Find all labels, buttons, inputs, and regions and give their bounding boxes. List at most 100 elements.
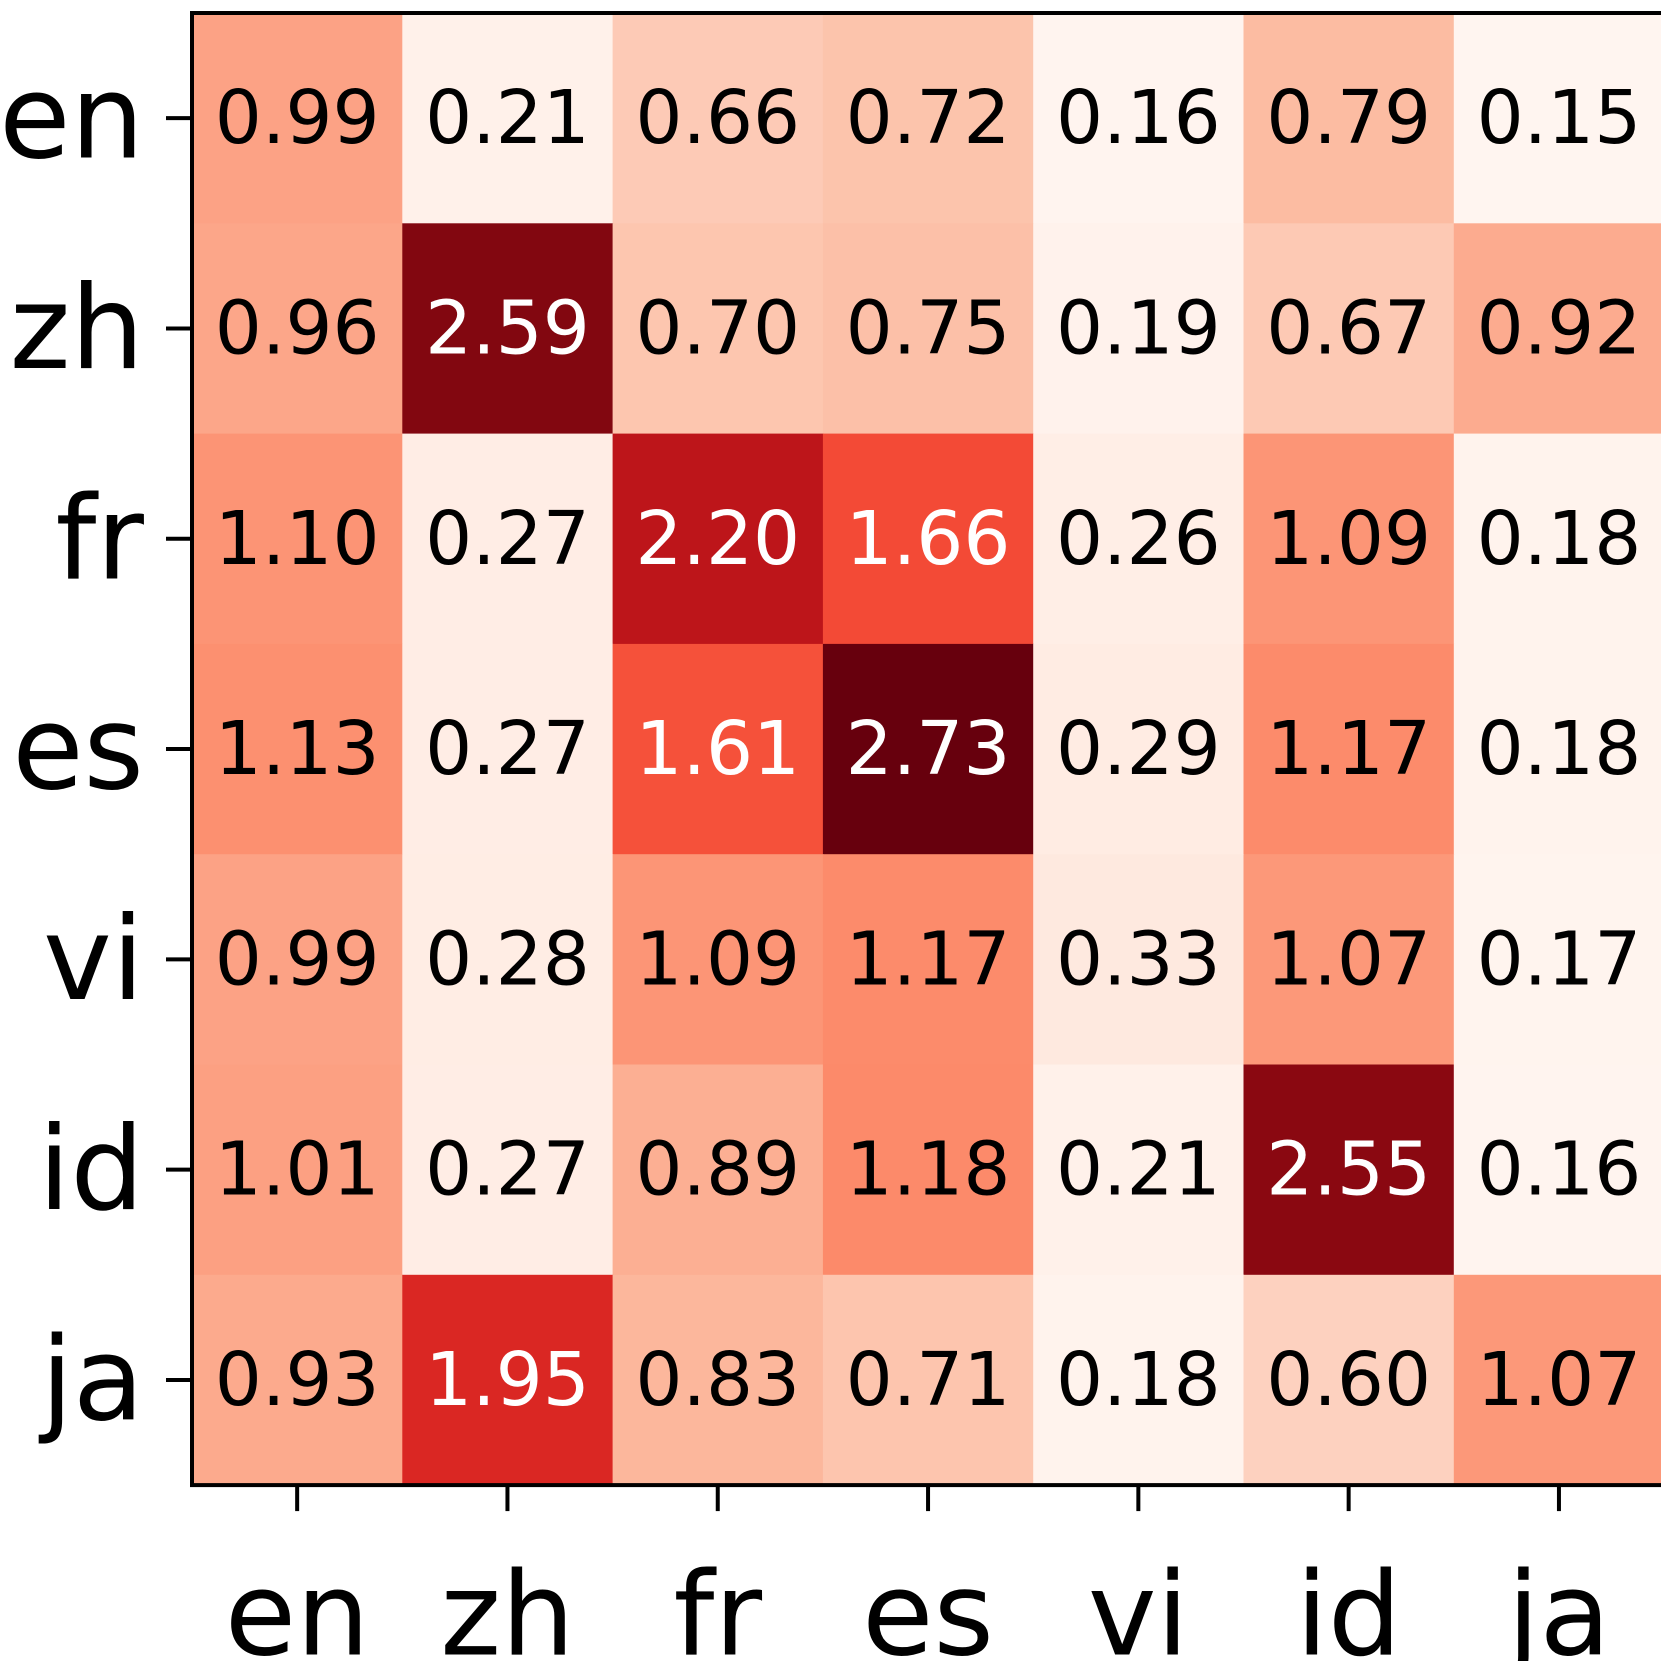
heatmap-cell-vi-zh: [402, 854, 614, 1066]
cell-value-vi-vi: 0.33: [1056, 916, 1221, 1002]
cell-value-es-ja: 0.18: [1477, 706, 1642, 792]
heatmap-cell-en-vi: [1033, 13, 1245, 224]
heatmap-cell-zh-fr: [612, 223, 824, 435]
heatmap-cell-en-id: [1243, 13, 1455, 224]
cell-value-en-zh: 0.21: [425, 75, 590, 161]
heatmap-cell-vi-en: [192, 854, 403, 1066]
heatmap-cell-es-ja: [1453, 643, 1661, 855]
heatmap-cell-ja-fr: [612, 1274, 824, 1486]
y-tick-label-ja: ja: [38, 1312, 144, 1447]
cell-value-en-id: 0.79: [1266, 75, 1431, 161]
cell-value-ja-es: 0.71: [846, 1337, 1011, 1423]
x-tick-label-ja: ja: [1504, 1548, 1610, 1661]
cell-value-id-id: 2.55: [1266, 1127, 1431, 1213]
x-tick-label-fr: fr: [673, 1548, 762, 1661]
cell-value-ja-id: 0.60: [1266, 1337, 1431, 1423]
heatmap-cell-zh-es: [822, 223, 1034, 435]
cell-value-vi-fr: 1.09: [635, 916, 800, 1002]
cell-value-es-fr: 1.61: [635, 706, 800, 792]
heatmap-cell-vi-es: [822, 854, 1034, 1066]
y-tick-label-id: id: [38, 1102, 144, 1237]
heatmap-cell-vi-ja: [1453, 854, 1661, 1066]
heatmap-cell-zh-zh: [402, 223, 614, 435]
cell-value-es-zh: 0.27: [425, 706, 590, 792]
heatmap-cell-es-fr: [612, 643, 824, 855]
cell-value-fr-es: 1.66: [846, 496, 1011, 582]
heatmap-cell-zh-vi: [1033, 223, 1245, 435]
cell-value-id-en: 1.01: [215, 1127, 380, 1213]
heatmap-cells: [192, 13, 1661, 1486]
cell-value-zh-fr: 0.70: [635, 285, 800, 371]
heatmap-cell-en-zh: [402, 13, 614, 224]
heatmap-cell-es-en: [192, 643, 403, 855]
cell-value-vi-en: 0.99: [215, 916, 380, 1002]
heatmap-cell-id-zh: [402, 1064, 614, 1276]
heatmap-cell-ja-es: [822, 1274, 1034, 1486]
y-tick-label-zh: zh: [10, 261, 144, 396]
x-tick-label-id: id: [1296, 1548, 1402, 1661]
heatmap-cell-ja-vi: [1033, 1274, 1245, 1486]
y-tick-label-fr: fr: [55, 471, 144, 606]
cell-value-id-vi: 0.21: [1056, 1127, 1221, 1213]
heatmap-cell-fr-vi: [1033, 433, 1245, 645]
cell-value-vi-es: 1.17: [846, 916, 1011, 1002]
x-tick-label-es: es: [862, 1548, 994, 1661]
heatmap-cell-es-id: [1243, 643, 1455, 855]
heatmap-cell-id-id: [1243, 1064, 1455, 1276]
y-tick-label-en: en: [0, 51, 144, 186]
cell-value-es-vi: 0.29: [1056, 706, 1221, 792]
heatmap-cell-zh-ja: [1453, 223, 1661, 435]
heatmap-cell-es-es: [822, 643, 1034, 855]
cell-value-zh-es: 0.75: [846, 285, 1011, 371]
heatmap-cell-es-vi: [1033, 643, 1245, 855]
cell-value-fr-vi: 0.26: [1056, 496, 1221, 582]
cell-value-ja-ja: 1.07: [1477, 1337, 1642, 1423]
cell-value-en-fr: 0.66: [635, 75, 800, 161]
heatmap-cell-fr-es: [822, 433, 1034, 645]
cell-value-fr-ja: 0.18: [1477, 496, 1642, 582]
y-tick-label-vi: vi: [43, 892, 144, 1027]
heatmap-cell-zh-en: [192, 223, 403, 435]
heatmap-cell-zh-id: [1243, 223, 1455, 435]
cell-value-es-en: 1.13: [215, 706, 380, 792]
cell-value-fr-en: 1.10: [215, 496, 380, 582]
cell-value-fr-zh: 0.27: [425, 496, 590, 582]
cell-value-labels: 0.99 0.21 0.66 0.72 0.16 0.79 0.15 0.96 2.59 0.70…: [215, 75, 1642, 1423]
heatmap-cell-vi-id: [1243, 854, 1455, 1066]
cell-value-id-zh: 0.27: [425, 1127, 590, 1213]
heatmap-cell-en-es: [822, 13, 1034, 224]
cell-value-ja-vi: 0.18: [1056, 1337, 1221, 1423]
heatmap-cell-fr-en: [192, 433, 403, 645]
cell-value-en-en: 0.99: [215, 75, 380, 161]
heatmap-cell-ja-en: [192, 1274, 403, 1486]
heatmap-cell-vi-fr: [612, 854, 824, 1066]
heatmap-cell-en-en: [192, 13, 403, 224]
y-axis: en zh fr es vi id ja: [0, 51, 192, 1447]
heatmap-cell-id-es: [822, 1064, 1034, 1276]
cell-value-ja-fr: 0.83: [635, 1337, 800, 1423]
heatmap-cell-id-fr: [612, 1064, 824, 1276]
cell-value-es-id: 1.17: [1266, 706, 1431, 792]
cell-value-es-es: 2.73: [846, 706, 1011, 792]
heatmap-cell-fr-id: [1243, 433, 1455, 645]
x-tick-label-vi: vi: [1088, 1548, 1189, 1661]
cell-value-fr-id: 1.09: [1266, 496, 1431, 582]
cell-value-zh-id: 0.67: [1266, 285, 1431, 371]
cell-value-en-ja: 0.15: [1477, 75, 1642, 161]
heatmap-cell-fr-ja: [1453, 433, 1661, 645]
heatmap-cell-id-ja: [1453, 1064, 1661, 1276]
heatmap-cell-en-fr: [612, 13, 824, 224]
cell-value-zh-ja: 0.92: [1477, 285, 1642, 371]
cell-value-en-vi: 0.16: [1056, 75, 1221, 161]
y-tick-label-es: es: [12, 682, 144, 817]
x-axis: en zh fr es vi id ja: [225, 1485, 1611, 1661]
cell-value-en-es: 0.72: [846, 75, 1011, 161]
cell-value-fr-fr: 2.20: [635, 496, 800, 582]
heatmap-cell-fr-zh: [402, 433, 614, 645]
cell-value-ja-zh: 1.95: [425, 1337, 590, 1423]
cell-value-zh-en: 0.96: [215, 285, 380, 371]
heatmap-cell-id-vi: [1033, 1064, 1245, 1276]
x-tick-label-zh: zh: [440, 1548, 574, 1661]
heatmap-cell-ja-zh: [402, 1274, 614, 1486]
